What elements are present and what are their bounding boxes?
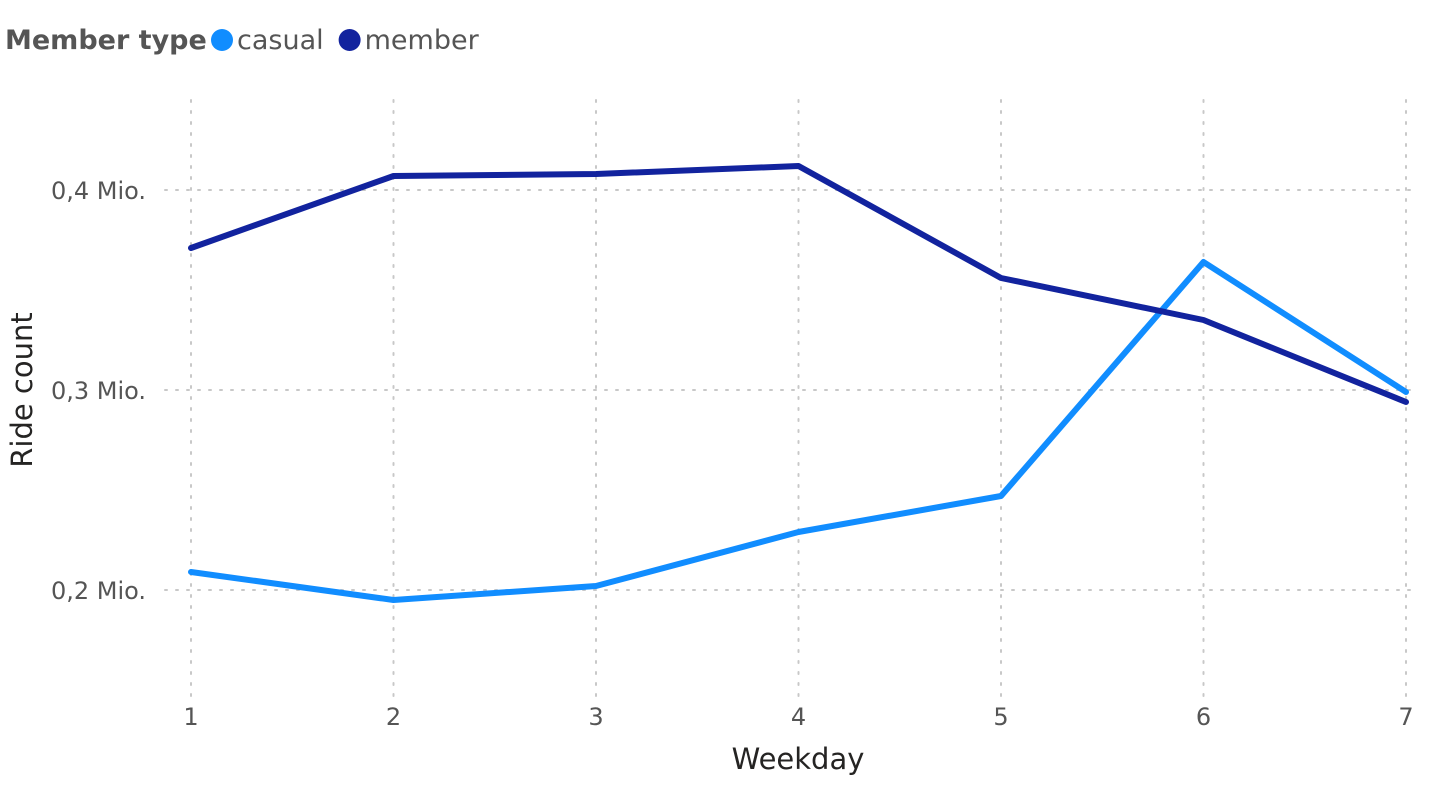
legend-label-member: member xyxy=(365,25,480,56)
x-tick-label: 6 xyxy=(1196,703,1211,731)
x-tick-label: 7 xyxy=(1398,703,1413,731)
legend-label-casual: casual xyxy=(237,25,324,56)
y-axis-title: Ride count xyxy=(5,312,39,468)
legend-item-casual[interactable]: casual xyxy=(211,25,324,56)
x-axis-title: Weekday xyxy=(732,742,865,776)
y-tick-label: 0,4 Mio. xyxy=(51,177,146,205)
x-tick-label: 2 xyxy=(386,703,401,731)
x-tick-label: 1 xyxy=(183,703,198,731)
legend-title: Member type xyxy=(5,25,207,56)
series-lines[interactable] xyxy=(188,163,1409,603)
series-line-member[interactable] xyxy=(188,163,1409,405)
legend-item-member[interactable]: member xyxy=(338,25,480,56)
y-tick-label: 0,2 Mio. xyxy=(51,577,146,605)
legend-marker-member xyxy=(338,29,361,51)
series-line-casual[interactable] xyxy=(188,259,1409,603)
x-axis-ticks: 1 2 3 4 5 6 7 xyxy=(183,703,1413,731)
legend-marker-casual xyxy=(211,29,233,51)
y-tick-label: 0,3 Mio. xyxy=(51,377,146,405)
x-tick-label: 4 xyxy=(791,703,806,731)
y-axis-ticks: 0,2 Mio. 0,3 Mio. 0,4 Mio. xyxy=(51,177,146,605)
x-tick-label: 5 xyxy=(993,703,1008,731)
legend[interactable]: Member type casual member xyxy=(5,25,480,56)
x-tick-label: 3 xyxy=(588,703,603,731)
